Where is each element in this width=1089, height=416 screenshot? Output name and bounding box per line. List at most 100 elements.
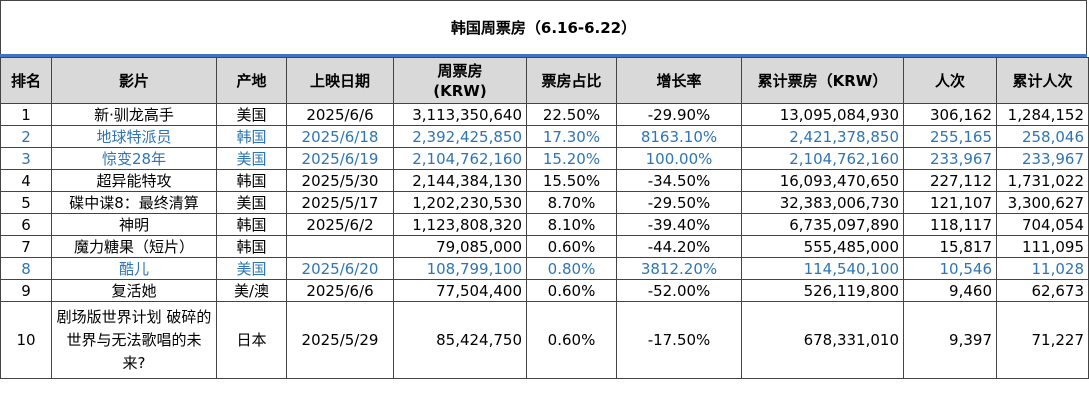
rank-cell: 9 <box>0 279 52 302</box>
rank-cell: 10 <box>0 301 52 379</box>
table-row[interactable]: 3 惊变28年 美国 2025/6/19 2,104,762,160 15.20% 100.… <box>0 147 1089 170</box>
film-cell: 惊变28年 <box>51 147 217 170</box>
film-cell: 新·驯龙高手 <box>51 103 217 126</box>
header-film[interactable]: 影片 <box>51 57 217 104</box>
origin-cell: 韩国 <box>216 235 287 258</box>
table-row[interactable]: 10 剧场版世界计划 破碎的世界与无法歌唱的未来? 日本 2025/5/29 85,42… <box>0 301 1089 379</box>
rank-cell: 2 <box>0 125 52 148</box>
admissions-cell: 255,165 <box>903 125 997 148</box>
header-share[interactable]: 票房占比 <box>526 57 617 104</box>
origin-cell: 韩国 <box>216 169 287 192</box>
box-office-table: 排名 影片 产地 上映日期 周票房 (KRW) 票房占比 增长率 累计票房（KR… <box>0 57 1089 379</box>
film-cell: 神明 <box>51 213 217 236</box>
admissions-cell: 121,107 <box>903 191 997 214</box>
table-row[interactable]: 5 碟中谍8：最终清算 美国 2025/5/17 1,202,230,530 8.70% -… <box>0 191 1089 214</box>
release-date-cell: 2025/6/20 <box>286 257 394 280</box>
growth-cell: -34.50% <box>616 169 742 192</box>
admissions-cell: 227,112 <box>903 169 997 192</box>
header-cumulative-gross[interactable]: 累计票房（KRW） <box>741 57 904 104</box>
share-cell: 17.30% <box>526 125 617 148</box>
admissions-cell: 15,817 <box>903 235 997 258</box>
growth-cell: -52.00% <box>616 279 742 302</box>
admissions-cell: 9,460 <box>903 279 997 302</box>
weekly-gross-cell: 2,392,425,850 <box>393 125 527 148</box>
header-release-date[interactable]: 上映日期 <box>286 57 394 104</box>
growth-cell: -29.90% <box>616 103 742 126</box>
header-weekly-gross-line2: (KRW) <box>433 81 487 100</box>
rank-cell: 7 <box>0 235 52 258</box>
rank-cell: 3 <box>0 147 52 170</box>
share-cell: 8.70% <box>526 191 617 214</box>
release-date-cell: 2025/6/18 <box>286 125 394 148</box>
weekly-gross-cell: 1,123,808,320 <box>393 213 527 236</box>
release-date-cell: 2025/6/2 <box>286 213 394 236</box>
table-row[interactable]: 8 酷儿 美国 2025/6/20 108,799,100 0.80% 3812.20% 11… <box>0 257 1089 280</box>
origin-cell: 日本 <box>216 301 287 379</box>
growth-cell: -29.50% <box>616 191 742 214</box>
cumulative-admissions-cell: 3,300,627 <box>996 191 1089 214</box>
share-cell: 15.50% <box>526 169 617 192</box>
admissions-cell: 118,117 <box>903 213 997 236</box>
film-cell: 地球特派员 <box>51 125 217 148</box>
rank-cell: 4 <box>0 169 52 192</box>
weekly-gross-cell: 108,799,100 <box>393 257 527 280</box>
cumulative-gross-cell: 6,735,097,890 <box>741 213 904 236</box>
share-cell: 0.80% <box>526 257 617 280</box>
table-row[interactable]: 1 新·驯龙高手 美国 2025/6/6 3,113,350,640 22.50% -29.… <box>0 103 1089 126</box>
header-origin[interactable]: 产地 <box>216 57 287 104</box>
cumulative-gross-cell: 526,119,800 <box>741 279 904 302</box>
weekly-gross-cell: 85,424,750 <box>393 301 527 379</box>
release-date-cell: 2025/6/6 <box>286 279 394 302</box>
cumulative-gross-cell: 114,540,100 <box>741 257 904 280</box>
table-row[interactable]: 7 魔力糖果（短片） 韩国 79,085,000 0.60% -44.20% 555,485… <box>0 235 1089 258</box>
cumulative-admissions-cell: 1,731,022 <box>996 169 1089 192</box>
cumulative-admissions-cell: 1,284,152 <box>996 103 1089 126</box>
share-cell: 22.50% <box>526 103 617 126</box>
rank-cell: 1 <box>0 103 52 126</box>
share-cell: 0.60% <box>526 235 617 258</box>
growth-cell: 100.00% <box>616 147 742 170</box>
release-date-cell: 2025/6/6 <box>286 103 394 126</box>
header-growth[interactable]: 增长率 <box>616 57 742 104</box>
rank-cell: 8 <box>0 257 52 280</box>
share-cell: 15.20% <box>526 147 617 170</box>
release-date-cell: 2025/5/17 <box>286 191 394 214</box>
header-weekly-gross[interactable]: 周票房 (KRW) <box>393 57 527 104</box>
sheet-title: 韩国周票房（6.16-6.22） <box>0 0 1087 54</box>
cumulative-admissions-cell: 71,227 <box>996 301 1089 379</box>
table-row[interactable]: 2 地球特派员 韩国 2025/6/18 2,392,425,850 17.30% 8163… <box>0 125 1089 148</box>
title-text: 韩国周票房（6.16-6.22） <box>450 19 637 37</box>
header-row: 排名 影片 产地 上映日期 周票房 (KRW) 票房占比 增长率 累计票房（KR… <box>0 57 1089 104</box>
cumulative-gross-cell: 555,485,000 <box>741 235 904 258</box>
origin-cell: 美/澳 <box>216 279 287 302</box>
header-cumulative-admissions[interactable]: 累计人次 <box>996 57 1089 104</box>
table-row[interactable]: 6 神明 韩国 2025/6/2 1,123,808,320 8.10% -39.40% 6,… <box>0 213 1089 236</box>
film-cell: 剧场版世界计划 破碎的世界与无法歌唱的未来? <box>51 301 217 379</box>
origin-cell: 美国 <box>216 103 287 126</box>
admissions-cell: 10,546 <box>903 257 997 280</box>
origin-cell: 韩国 <box>216 125 287 148</box>
rank-cell: 5 <box>0 191 52 214</box>
film-cell: 超异能特攻 <box>51 169 217 192</box>
header-rank[interactable]: 排名 <box>0 57 52 104</box>
cumulative-admissions-cell: 11,028 <box>996 257 1089 280</box>
share-cell: 0.60% <box>526 279 617 302</box>
release-date-cell <box>286 235 394 258</box>
growth-cell: -44.20% <box>616 235 742 258</box>
table-body: 1 新·驯龙高手 美国 2025/6/6 3,113,350,640 22.50% -29.… <box>0 103 1089 379</box>
header-admissions[interactable]: 人次 <box>903 57 997 104</box>
admissions-cell: 233,967 <box>903 147 997 170</box>
cumulative-gross-cell: 2,421,378,850 <box>741 125 904 148</box>
film-cell: 碟中谍8：最终清算 <box>51 191 217 214</box>
origin-cell: 美国 <box>216 257 287 280</box>
table-row[interactable]: 9 复活她 美/澳 2025/6/6 77,504,400 0.60% -52.00% 526… <box>0 279 1089 302</box>
film-cell: 魔力糖果（短片） <box>51 235 217 258</box>
weekly-gross-cell: 2,104,762,160 <box>393 147 527 170</box>
weekly-gross-cell: 3,113,350,640 <box>393 103 527 126</box>
cumulative-admissions-cell: 704,054 <box>996 213 1089 236</box>
cumulative-admissions-cell: 233,967 <box>996 147 1089 170</box>
cumulative-gross-cell: 2,104,762,160 <box>741 147 904 170</box>
weekly-gross-cell: 77,504,400 <box>393 279 527 302</box>
table-row[interactable]: 4 超异能特攻 韩国 2025/5/30 2,144,384,130 15.50% -34.… <box>0 169 1089 192</box>
